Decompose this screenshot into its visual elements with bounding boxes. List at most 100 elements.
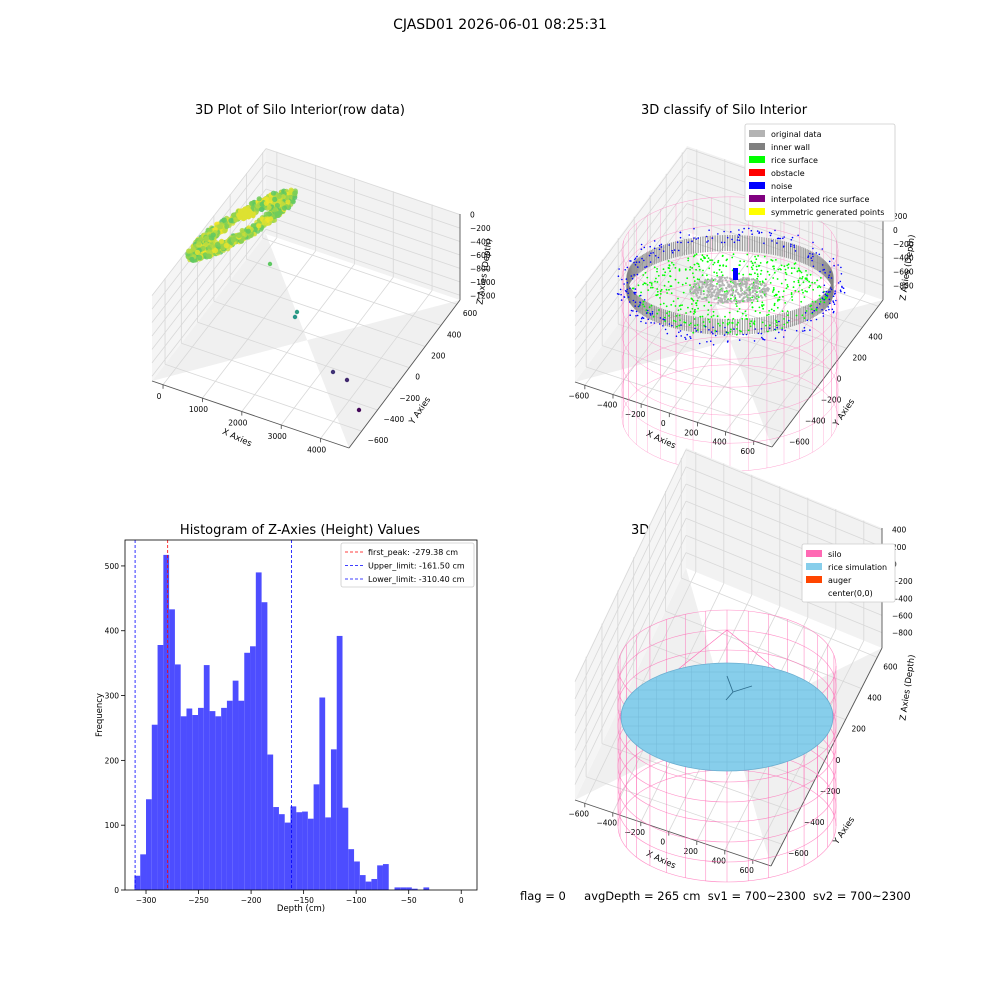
rice-surface-point <box>815 308 818 310</box>
original-point <box>719 278 722 281</box>
x-axis-label: X Axies <box>221 427 254 450</box>
histogram-bar <box>273 807 279 890</box>
data-point <box>203 241 209 248</box>
noise-point <box>788 319 790 322</box>
noise-point <box>660 246 663 248</box>
z-tick-label: −600 <box>892 611 913 620</box>
rice-surface-point <box>728 321 731 324</box>
rice-surface-point <box>795 314 798 317</box>
x-tick-label: −600 <box>569 391 590 400</box>
noise-point <box>827 306 829 308</box>
rice-surface-point <box>760 269 763 272</box>
noise-point <box>843 291 846 294</box>
rice-surface-point <box>706 260 709 263</box>
noise-point <box>671 251 674 254</box>
rice-surface-point <box>674 278 677 281</box>
grid-line <box>574 189 688 340</box>
legend-box <box>801 543 896 603</box>
original-point <box>730 289 734 292</box>
legend-box <box>744 123 896 222</box>
data-point <box>242 206 248 212</box>
original-point <box>720 301 723 304</box>
noise-point <box>635 310 638 313</box>
noise-point <box>776 242 778 244</box>
rice-surface-point <box>656 290 659 293</box>
rice-surface-point <box>784 271 787 274</box>
data-point <box>197 255 203 261</box>
legend-entry: auger <box>828 576 852 585</box>
original-point <box>728 285 731 288</box>
noise-point <box>626 266 629 269</box>
noise-point <box>636 314 639 317</box>
original-point <box>745 295 748 298</box>
rice-surface-point <box>677 309 680 312</box>
rice-surface-point <box>715 272 718 274</box>
noise-point <box>680 324 682 326</box>
original-point <box>709 290 712 293</box>
histogram-bar <box>377 865 383 890</box>
noise-point <box>620 293 622 296</box>
noise-point <box>652 252 654 254</box>
data-point <box>236 232 242 239</box>
rice-surface-point <box>681 304 683 306</box>
rice-surface-point <box>652 315 655 318</box>
histogram-bar <box>203 665 210 890</box>
rice-surface-point <box>656 268 658 270</box>
rice-surface-point <box>737 321 739 324</box>
noise-point <box>677 249 680 252</box>
noise-point <box>680 335 682 337</box>
original-point <box>747 288 750 291</box>
rice-surface-point <box>650 304 653 307</box>
histogram-bar <box>215 716 222 890</box>
x-tick-label: 0 <box>459 896 464 905</box>
data-point <box>222 228 228 234</box>
noise-point <box>687 241 689 244</box>
histogram-bar <box>186 708 193 890</box>
y-tick-label: 600 <box>463 309 478 318</box>
noise-point <box>668 323 671 325</box>
axis-line <box>770 647 883 867</box>
noise-point <box>733 241 736 244</box>
rice-surface-point <box>776 278 779 280</box>
original-point <box>693 282 697 286</box>
noise-point <box>768 231 771 234</box>
grid-line <box>681 577 878 658</box>
rice-surface-point <box>731 256 734 259</box>
rice-surface-point <box>777 268 780 271</box>
data-point <box>189 256 195 262</box>
data-point <box>281 205 288 211</box>
y-tick-label: 0 <box>837 374 842 383</box>
grid-line <box>574 449 687 682</box>
rice-surface-point <box>722 322 724 324</box>
rice-surface-point <box>696 262 698 265</box>
noise-point <box>790 245 792 247</box>
rice-surface-point <box>657 274 660 277</box>
rice-surface-point <box>759 311 761 314</box>
histogram-bar <box>354 861 360 890</box>
rice-surface-point <box>754 272 756 275</box>
rice-surface-point <box>665 305 668 308</box>
noise-point <box>839 289 842 292</box>
noise-point <box>811 311 814 314</box>
rice-surface-point <box>750 273 752 276</box>
original-point <box>760 283 763 287</box>
data-point <box>261 220 267 226</box>
original-point <box>713 298 716 301</box>
z-tick-label: −800 <box>892 629 913 638</box>
rice-surface-point <box>660 288 663 291</box>
y-tick-label: 200 <box>431 352 446 361</box>
rice-surface-point <box>790 293 793 296</box>
noise-point <box>635 261 638 264</box>
grid-line <box>265 202 461 269</box>
noise-point <box>831 308 834 311</box>
noise-point <box>823 284 826 287</box>
noise-point <box>689 336 691 338</box>
noise-point <box>803 327 806 329</box>
legend-entry: first_peak: -279.38 cm <box>368 548 458 557</box>
y-tick-label: 200 <box>105 756 120 765</box>
rice-surface-point <box>678 314 681 317</box>
rice-surface-point <box>726 290 728 292</box>
noise-point <box>658 244 661 247</box>
rice-surface-point <box>764 278 767 281</box>
status-sv1: sv1 = 700~2300 <box>707 889 806 903</box>
